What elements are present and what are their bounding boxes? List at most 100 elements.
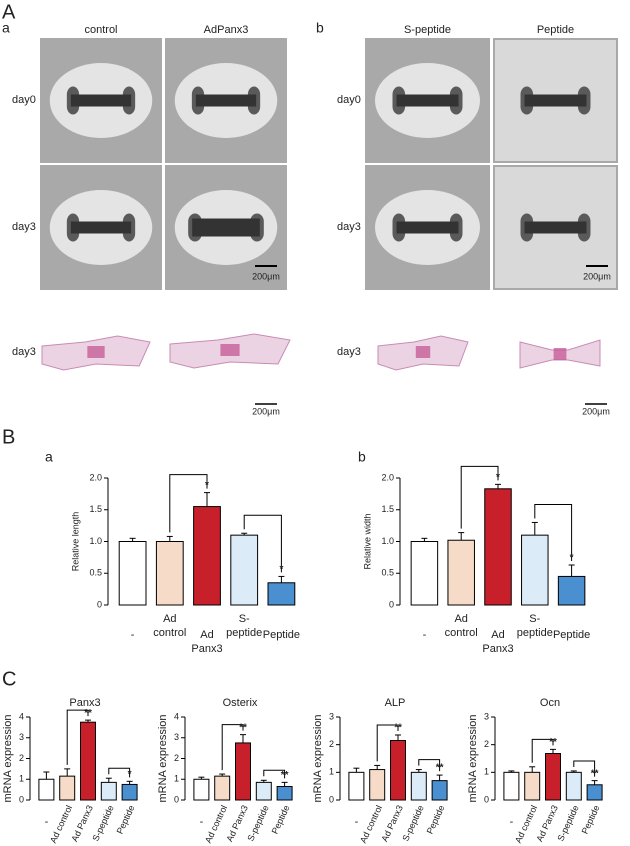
row-label: day3 — [12, 221, 36, 233]
y-tick-label: 2 — [329, 739, 334, 749]
y-tick-label: 1 — [329, 767, 334, 777]
histology — [377, 335, 469, 371]
y-tick-label: 3 — [484, 711, 489, 721]
bar — [521, 534, 549, 606]
y-tick-label: 2.0 — [89, 472, 102, 482]
column-header: AdPanx3 — [204, 24, 249, 36]
y-tick-label: 2 — [19, 753, 24, 763]
y-tick-label: 4 — [19, 711, 24, 721]
micrograph — [493, 165, 618, 290]
y-tick-label: 0 — [174, 794, 179, 804]
x-tick-label: Ad Panx3 — [191, 629, 222, 655]
bar — [431, 780, 448, 801]
x-tick-label: Peptide — [263, 629, 300, 641]
bar — [155, 541, 184, 606]
y-tick-label: 0 — [19, 794, 24, 804]
bar — [586, 784, 603, 801]
y-tick-label: 2 — [174, 753, 179, 763]
chart-title: Osterix — [223, 697, 258, 709]
significance-bracket — [573, 760, 596, 777]
x-tick-label: - — [200, 816, 204, 828]
bar — [38, 778, 55, 801]
significance-bracket — [263, 769, 286, 779]
subpanel-label: a — [2, 20, 10, 36]
y-tick-label: 0 — [389, 599, 394, 609]
bar — [267, 582, 296, 606]
bar — [410, 541, 439, 606]
significance-mark: ** — [281, 770, 289, 781]
row-label: day3 — [12, 346, 36, 358]
significance-mark: * — [205, 480, 209, 491]
y-tick-label: 1.5 — [89, 504, 102, 514]
y-axis-label: Relative length — [70, 512, 80, 572]
bar — [410, 771, 427, 801]
significance-bracket — [243, 514, 282, 573]
bar — [193, 506, 221, 606]
bar — [121, 783, 138, 801]
significance-bracket — [460, 465, 499, 529]
cartilage-stain — [87, 346, 105, 358]
y-tick-label: 1 — [19, 774, 24, 784]
micrograph — [365, 38, 490, 163]
micrograph — [165, 38, 287, 163]
y-tick-label: 4 — [174, 711, 179, 721]
bone — [396, 221, 459, 234]
x-tick-label: - — [355, 816, 359, 828]
bar — [100, 781, 117, 801]
bar — [565, 771, 582, 801]
x-tick-label: - — [510, 816, 514, 828]
chart-title: Panx3 — [69, 697, 100, 709]
bar — [80, 721, 96, 801]
bone — [195, 94, 257, 107]
significance-mark: ** — [84, 708, 92, 719]
y-tick-label: 1.5 — [381, 504, 394, 514]
bar — [214, 775, 231, 801]
cartilage-stain — [220, 344, 240, 356]
y-tick-label: 2.0 — [381, 472, 394, 482]
bone — [524, 94, 587, 107]
significance-mark: * — [496, 472, 500, 483]
scale-bar-label: 200μm — [252, 271, 280, 281]
significance-bracket — [108, 767, 131, 778]
bar — [557, 575, 586, 606]
panel-label: A — [2, 1, 16, 23]
scale-bar-label: 200μm — [582, 406, 610, 416]
panel-label: B — [2, 426, 15, 448]
bone — [524, 221, 587, 234]
scale-bar-label: 200μm — [252, 406, 280, 416]
bar — [484, 488, 512, 606]
x-tick-label: Ad control — [445, 613, 478, 639]
significance-mark: ** — [239, 722, 247, 733]
bone — [70, 94, 132, 107]
bar — [348, 771, 365, 801]
x-tick-label: - — [45, 816, 49, 828]
subpanel-label: b — [316, 20, 324, 36]
y-tick-label: 1 — [484, 767, 489, 777]
row-label: day3 — [337, 346, 361, 358]
x-tick-label: - — [423, 629, 427, 641]
micrograph — [365, 165, 490, 290]
row-label: day0 — [12, 94, 36, 106]
y-tick-label: 2 — [484, 739, 489, 749]
subpanel-label: b — [358, 449, 366, 465]
bar — [235, 742, 251, 801]
significance-bracket — [534, 503, 573, 561]
significance-bracket — [169, 474, 208, 533]
subpanel-label: a — [45, 449, 53, 465]
significance-mark: ** — [591, 768, 599, 779]
column-header: control — [84, 24, 117, 36]
histology — [169, 333, 291, 369]
y-axis-label: mRNA expression — [467, 714, 479, 802]
significance-mark: ** — [549, 737, 557, 748]
bar — [369, 769, 386, 801]
x-tick-label: Ad control — [153, 613, 186, 639]
y-tick-label: 0 — [97, 599, 102, 609]
column-header: S-peptide — [404, 24, 451, 36]
bar — [276, 786, 293, 801]
x-tick-label: - — [131, 629, 135, 641]
x-tick-label: S-peptide — [400, 804, 425, 843]
bone — [192, 218, 260, 237]
column-header: Peptide — [537, 24, 574, 36]
micrograph — [40, 165, 162, 290]
